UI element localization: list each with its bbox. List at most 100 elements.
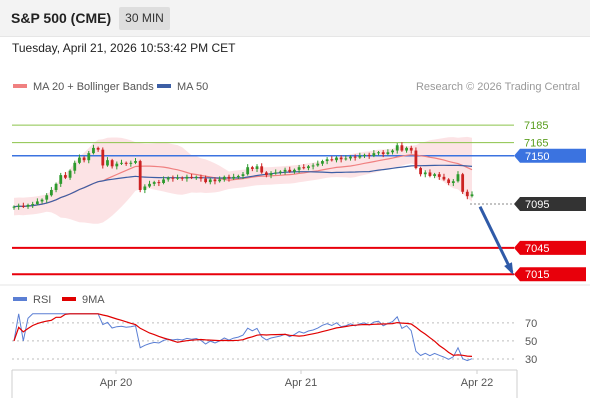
candle-body (405, 147, 408, 151)
candle-body (377, 152, 380, 154)
candle-body (260, 166, 264, 173)
candle-body (134, 161, 137, 163)
candle-body (297, 167, 301, 170)
level-tag-7095 (514, 197, 586, 212)
legend-label-1: MA 50 (177, 81, 208, 93)
candle-body (278, 171, 282, 173)
candle-body (204, 178, 208, 183)
candle-body (255, 166, 259, 169)
candle-body (185, 176, 189, 179)
candle-body (316, 163, 320, 166)
candles (12, 142, 514, 275)
level-tag-7045 (514, 240, 586, 255)
candle-body (335, 157, 338, 161)
candle-body (283, 169, 287, 172)
candle-body (157, 182, 161, 184)
candle-body (400, 145, 404, 151)
legend-swatch-1 (157, 84, 171, 88)
level-label-7185: 7185 (524, 120, 548, 132)
candle-body (49, 190, 53, 196)
candle-body (101, 149, 105, 166)
candle-body (307, 166, 310, 169)
price-legend: MA 20 + Bollinger Bands MA 50 Research © 2… (13, 81, 580, 93)
candle-body (236, 175, 240, 177)
candle-body (222, 176, 226, 180)
rsi-legend-swatch-0 (13, 297, 27, 301)
candle-body (129, 162, 133, 164)
x-label-1: Apr 21 (285, 377, 317, 389)
candle-body (218, 179, 222, 182)
candle-body (213, 179, 217, 182)
level-label-7015: 7015 (525, 269, 549, 281)
candle-body (12, 206, 16, 208)
rsi-panel: RSI 9MA 70 50 30 Apr 20 Apr 21 Apr 22 (0, 284, 590, 398)
candle-body (349, 156, 352, 159)
candle-body (176, 177, 179, 179)
candle-body (344, 158, 348, 160)
x-label-2: Apr 22 (461, 377, 493, 389)
candle-body (358, 155, 362, 158)
candle-body (423, 172, 427, 175)
candle-body (470, 194, 474, 197)
candle-body (395, 145, 399, 151)
rsi-tick-70: 70 (525, 318, 537, 330)
candle-body (59, 175, 63, 184)
candle-body (115, 163, 119, 167)
candle-body (54, 183, 58, 191)
candle-body (26, 204, 30, 207)
candle-body (35, 201, 39, 205)
level-label-7165: 7165 (524, 138, 548, 150)
candle-body (293, 169, 296, 172)
candle-body (120, 162, 123, 164)
candle-body (325, 159, 329, 162)
candle-body (241, 174, 245, 176)
candle-body (367, 154, 371, 156)
candle-body (246, 167, 250, 175)
legend-label-0: MA 20 + Bollinger Bands (33, 81, 154, 93)
candle-body (409, 147, 413, 151)
instrument-name: S&P 500 (CME) (11, 10, 112, 26)
candle-body (171, 177, 175, 179)
level-tag-7150 (514, 148, 586, 163)
x-label-0: Apr 20 (100, 377, 132, 389)
legend-swatch-0 (13, 84, 27, 88)
candle-body (274, 172, 278, 174)
level-lines (12, 124, 514, 276)
rsi-line (13, 313, 473, 362)
candle-body (190, 176, 193, 178)
candle-body (386, 152, 390, 155)
chart-datetime: Tuesday, April 21, 2026 10:53:42 PM CET (12, 41, 236, 55)
title-bar: S&P 500 (CME) 30 MIN (0, 0, 590, 37)
candle-body (138, 161, 142, 191)
candle-body (148, 183, 151, 187)
candle-body (152, 182, 156, 184)
projection-arrow (478, 206, 514, 273)
bollinger-area (14, 136, 472, 224)
candle-body (199, 176, 203, 179)
candle-body (232, 176, 236, 179)
candle-body (92, 147, 95, 154)
candle-body (31, 204, 35, 206)
bollinger-band (14, 136, 472, 224)
candle-body (87, 153, 91, 161)
candle-body (414, 150, 418, 169)
timeframe-button[interactable]: 30 MIN (119, 7, 170, 30)
candle-body (311, 165, 315, 167)
candle-body (433, 174, 437, 176)
candle-body (68, 170, 72, 178)
candle-body (419, 168, 422, 175)
candle-body (40, 199, 44, 202)
rsi-tick-30: 30 (525, 354, 537, 366)
rsi-legend-swatch-1 (62, 297, 76, 301)
chart-credit: Research © 2026 Trading Central (416, 81, 580, 93)
candle-body (339, 157, 343, 160)
candle-body (180, 177, 184, 179)
candle-body (110, 160, 114, 167)
level-tag-7015 (514, 267, 586, 282)
rsi-legend-label-1: 9MA (82, 294, 105, 306)
candle-body (461, 174, 465, 192)
candle-body (78, 157, 81, 163)
candle-body (162, 179, 165, 183)
